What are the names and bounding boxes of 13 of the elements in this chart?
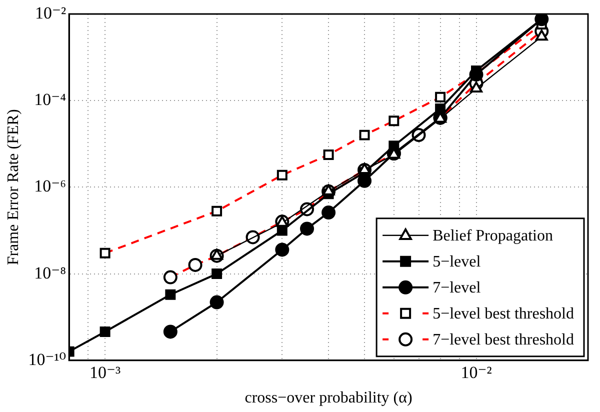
legend-label: 7−level best threshold [432, 332, 574, 349]
y-tick-label: 10⁻⁶ [34, 176, 66, 196]
x-axis-title: cross−over probability (α) [244, 390, 412, 407]
legend-label: 5−level [432, 254, 482, 271]
legend-label: 7−level [432, 280, 482, 297]
legend-label: 5−level best threshold [432, 306, 574, 323]
legend-label: Belief Propagation [432, 228, 553, 245]
y-axis-title: Frame Error Rate (FER) [4, 109, 22, 266]
y-tick-label: 10⁻⁴ [34, 90, 66, 110]
y-tick-label: 10⁻¹⁰ [28, 350, 66, 369]
x-tick-label: 10⁻³ [90, 363, 121, 382]
y-tick-label: 10⁻² [35, 3, 66, 22]
y-tick-label: 10⁻⁸ [34, 263, 66, 282]
